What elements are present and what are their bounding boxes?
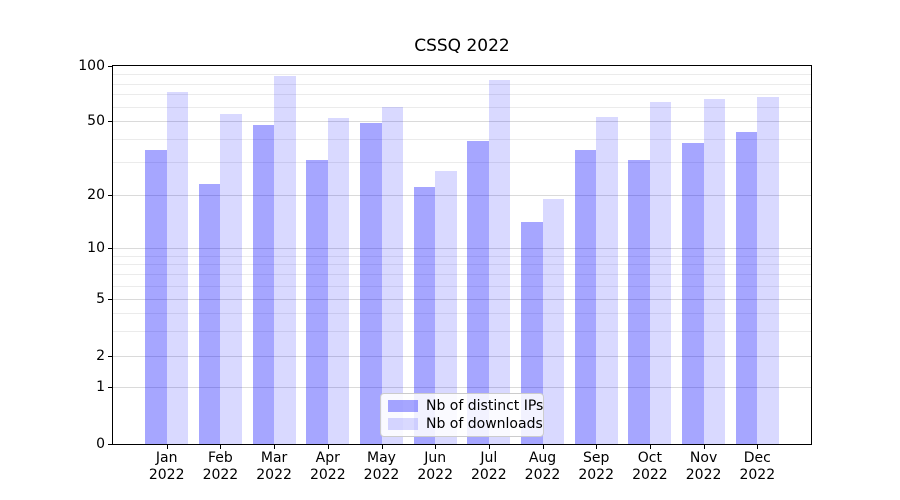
bar-distinct-ips-apr bbox=[306, 159, 328, 444]
bar-downloads-jul bbox=[488, 79, 511, 444]
grid-layer bbox=[113, 66, 811, 444]
bar-distinct-ips-jun bbox=[413, 187, 436, 444]
x-tick-mark bbox=[757, 445, 759, 449]
y-tick-label-50: 50 bbox=[87, 113, 105, 130]
x-tick-label-jul: Jul 2022 bbox=[470, 450, 507, 483]
x-tick-mark bbox=[274, 445, 276, 449]
gridline-minor bbox=[113, 255, 811, 257]
gridline-minor bbox=[113, 264, 811, 266]
x-tick-label-feb: Feb 2022 bbox=[202, 450, 239, 483]
y-tick-mark bbox=[108, 387, 112, 389]
y-tick-mark bbox=[108, 248, 112, 249]
legend-label-downloads: Nb of downloads bbox=[426, 416, 543, 432]
x-tick-mark bbox=[542, 445, 544, 449]
gridline-minor bbox=[113, 312, 811, 314]
y-tick-mark bbox=[108, 194, 112, 196]
x-tick-label-sep: Sep 2022 bbox=[578, 450, 614, 483]
x-tick-label-dec: Dec 2022 bbox=[739, 450, 776, 483]
x-tick-label-jan: Jan 2022 bbox=[148, 450, 185, 483]
gridline-minor bbox=[113, 330, 811, 332]
bar-downloads-may bbox=[381, 106, 403, 444]
gridline-major bbox=[113, 121, 811, 123]
gridline-minor bbox=[113, 74, 811, 76]
x-tick-label-may: May 2022 bbox=[363, 450, 400, 483]
gridline-minor bbox=[113, 83, 811, 85]
x-tick-mark bbox=[649, 445, 651, 449]
legend-label-distinct-ips: Nb of distinct IPs bbox=[426, 398, 544, 414]
x-tick-label-aug: Aug 2022 bbox=[524, 450, 561, 483]
legend-entry-downloads: Nb of downloads bbox=[388, 416, 543, 432]
bar-distinct-ips-aug bbox=[521, 222, 543, 444]
legend-swatch-distinct-ips bbox=[388, 400, 418, 412]
gridline-major bbox=[113, 355, 811, 357]
gridline-minor bbox=[113, 106, 811, 108]
x-tick-label-mar: Mar 2022 bbox=[256, 450, 292, 483]
bar-downloads-aug bbox=[542, 198, 564, 444]
y-tick-label-5: 5 bbox=[96, 290, 105, 307]
x-tick-mark bbox=[327, 445, 329, 449]
x-tick-mark bbox=[381, 445, 383, 449]
legend-swatch-downloads bbox=[388, 418, 418, 430]
gridline-minor bbox=[113, 274, 811, 276]
gridline-major bbox=[113, 248, 811, 249]
gridline-minor bbox=[113, 162, 811, 164]
bar-downloads-oct bbox=[649, 101, 672, 444]
bar-distinct-ips-jul bbox=[467, 141, 489, 444]
gridline-minor bbox=[113, 139, 811, 141]
bar-distinct-ips-jan bbox=[145, 149, 167, 444]
gridline-minor bbox=[113, 285, 811, 287]
x-tick-mark bbox=[596, 445, 598, 449]
x-tick-mark bbox=[703, 445, 705, 449]
bar-distinct-ips-mar bbox=[252, 124, 275, 444]
y-tick-mark bbox=[108, 121, 112, 123]
x-tick-label-jun: Jun 2022 bbox=[417, 450, 453, 483]
x-tick-mark bbox=[488, 445, 490, 449]
legend: Nb of distinct IPs Nb of downloads bbox=[380, 393, 544, 437]
y-tick-mark bbox=[108, 444, 112, 445]
y-tick-label-0: 0 bbox=[96, 436, 105, 452]
bar-downloads-feb bbox=[220, 113, 242, 444]
y-tick-mark bbox=[108, 66, 112, 67]
bar-distinct-ips-feb bbox=[198, 183, 221, 444]
legend-entry-distinct-ips: Nb of distinct IPs bbox=[388, 398, 543, 414]
gridline-major bbox=[113, 194, 811, 196]
y-tick-mark bbox=[108, 355, 112, 357]
bar-distinct-ips-dec bbox=[735, 131, 758, 444]
x-tick-label-oct: Oct 2022 bbox=[632, 450, 668, 483]
plot-area bbox=[112, 65, 812, 445]
y-tick-label-1: 1 bbox=[96, 379, 105, 396]
bar-distinct-ips-oct bbox=[628, 159, 650, 444]
bar-distinct-ips-sep bbox=[574, 149, 597, 444]
bars-layer bbox=[113, 66, 811, 444]
bar-downloads-dec bbox=[757, 96, 779, 444]
y-tick-label-100: 100 bbox=[78, 58, 105, 74]
x-tick-mark bbox=[220, 445, 222, 449]
x-tick-mark bbox=[435, 445, 437, 449]
x-tick-label-apr: Apr 2022 bbox=[309, 450, 346, 483]
bar-downloads-sep bbox=[596, 116, 618, 444]
bar-downloads-jan bbox=[166, 92, 189, 444]
y-tick-label-20: 20 bbox=[87, 186, 105, 203]
bar-downloads-apr bbox=[327, 118, 350, 444]
y-tick-label-10: 10 bbox=[87, 240, 105, 256]
x-tick-label-nov: Nov 2022 bbox=[685, 450, 722, 483]
bar-distinct-ips-nov bbox=[682, 143, 704, 444]
x-tick-mark bbox=[166, 445, 168, 449]
bar-downloads-jun bbox=[435, 170, 457, 444]
bar-downloads-nov bbox=[703, 99, 726, 444]
gridline-major bbox=[113, 387, 811, 389]
y-tick-mark bbox=[108, 298, 112, 300]
bar-downloads-mar bbox=[274, 76, 296, 444]
chart-title: CSSQ 2022 bbox=[414, 36, 510, 56]
gridline-major bbox=[113, 298, 811, 300]
y-tick-label-2: 2 bbox=[96, 347, 105, 364]
bar-distinct-ips-may bbox=[360, 122, 382, 444]
gridline-minor bbox=[113, 94, 811, 96]
